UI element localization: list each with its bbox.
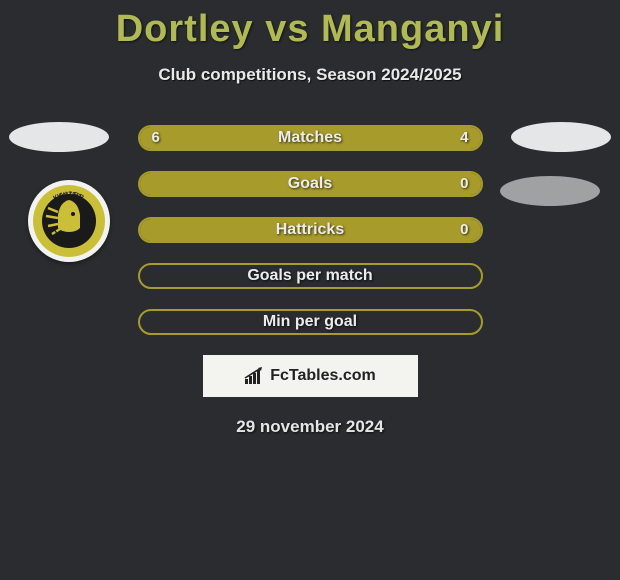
fctables-label: FcTables.com xyxy=(270,367,376,385)
avatar-placeholder-right-2 xyxy=(500,176,600,206)
stat-label: Goals xyxy=(140,173,481,195)
stat-value-right: 0 xyxy=(460,219,468,241)
page-title: Dortley vs Manganyi xyxy=(0,0,620,51)
avatar-placeholder-right-1 xyxy=(511,122,611,152)
stat-label: Matches xyxy=(140,127,481,149)
stat-row: Goals0 xyxy=(138,171,483,197)
stat-label: Goals per match xyxy=(140,265,481,287)
stat-value-left: 6 xyxy=(152,127,160,149)
stat-value-right: 4 xyxy=(460,127,468,149)
stat-value-right: 0 xyxy=(460,173,468,195)
stat-row: Min per goal xyxy=(138,309,483,335)
fctables-watermark: FcTables.com xyxy=(203,355,418,397)
stat-row: Hattricks0 xyxy=(138,217,483,243)
kaizer-chiefs-icon: KAIZER KAIZER CHIEFS xyxy=(28,180,110,262)
avatar-placeholder-left xyxy=(9,122,109,152)
stat-row: Goals per match xyxy=(138,263,483,289)
club-badge: KAIZER KAIZER CHIEFS xyxy=(28,180,110,262)
stat-label: Hattricks xyxy=(140,219,481,241)
bars-icon xyxy=(244,367,266,385)
page-subtitle: Club competitions, Season 2024/2025 xyxy=(0,65,620,85)
stat-row: Matches6 4 xyxy=(138,125,483,151)
date-label: 29 november 2024 xyxy=(0,417,620,437)
stat-label: Min per goal xyxy=(140,311,481,333)
